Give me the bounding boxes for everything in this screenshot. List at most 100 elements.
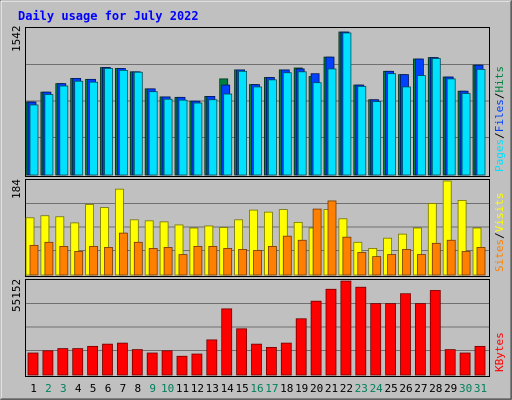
- x-day-label-15: 15: [235, 382, 248, 395]
- bar-kbytes-day-9: [146, 352, 158, 376]
- bar-sites-day-10: [163, 247, 173, 276]
- bar-kbytes-day-23: [355, 286, 367, 376]
- bar-sites-day-12: [193, 245, 203, 276]
- bar-pages-day-12: [193, 102, 203, 176]
- bar-pages-day-1: [29, 104, 39, 176]
- bar-pages-day-17: [267, 79, 277, 176]
- bar-kbytes-day-30: [459, 352, 471, 376]
- bar-kbytes-day-15: [236, 328, 248, 376]
- bar-sites-day-11: [178, 254, 188, 276]
- bar-kbytes-day-25: [385, 303, 397, 376]
- legend-entry: /: [493, 232, 506, 239]
- bar-pages-day-18: [282, 72, 292, 176]
- bar-kbytes-day-8: [131, 349, 143, 376]
- legend-entry: Files: [493, 99, 506, 132]
- bar-sites-day-4: [74, 251, 84, 276]
- bar-kbytes-day-5: [87, 345, 98, 376]
- bar-sites-day-2: [44, 241, 54, 276]
- bar-sites-day-22: [342, 236, 352, 276]
- bar-kbytes-day-31: [474, 345, 486, 376]
- bar-sites-day-13: [208, 245, 218, 276]
- legend-entry: Visits: [493, 193, 506, 233]
- x-day-label-20: 20: [310, 382, 323, 395]
- x-day-label-26: 26: [399, 382, 412, 395]
- bar-kbytes-day-11: [176, 355, 188, 376]
- bar-sites-day-6: [104, 247, 113, 276]
- x-day-label-7: 7: [120, 382, 127, 395]
- bar-kbytes-day-17: [265, 346, 277, 376]
- legend-entry: Pages: [493, 139, 506, 172]
- legend-panel-2: Sites/Visits: [493, 193, 506, 273]
- x-day-label-12: 12: [191, 382, 204, 395]
- bar-kbytes-day-6: [102, 343, 113, 376]
- bar-pages-day-22: [342, 32, 352, 176]
- bar-kbytes-day-21: [325, 288, 337, 376]
- bar-sites-day-7: [119, 232, 128, 276]
- x-day-label-23: 23: [355, 382, 368, 395]
- y-max-label-middle: 184: [10, 179, 23, 199]
- bar-kbytes-day-29: [444, 349, 456, 376]
- bar-pages-day-13: [208, 99, 218, 176]
- bar-pages-day-28: [431, 58, 441, 176]
- bar-kbytes-day-22: [340, 280, 352, 376]
- bar-sites-day-15: [238, 249, 248, 276]
- x-day-label-2: 2: [45, 382, 52, 395]
- bar-kbytes-day-14: [221, 308, 233, 376]
- bar-pages-day-26: [402, 86, 411, 176]
- bar-kbytes-day-12: [191, 353, 203, 376]
- x-day-label-30: 30: [459, 382, 472, 395]
- bar-pages-day-5: [89, 81, 98, 176]
- bar-kbytes-day-3: [57, 348, 69, 376]
- bar-kbytes-day-4: [72, 348, 84, 376]
- x-day-label-25: 25: [384, 382, 397, 395]
- bar-kbytes-day-26: [400, 293, 411, 376]
- bar-pages-day-23: [357, 86, 367, 176]
- bar-sites-day-14: [223, 248, 233, 276]
- legend-panel-1: Pages/Files/Hits: [493, 66, 506, 172]
- bar-kbytes-day-13: [206, 339, 218, 376]
- chart-title: Daily usage for July 2022: [18, 9, 199, 23]
- x-day-label-6: 6: [105, 382, 112, 395]
- bar-kbytes-day-28: [429, 290, 441, 376]
- bar-pages-day-8: [133, 71, 143, 176]
- x-day-label-1: 1: [30, 382, 37, 395]
- y-max-label-bottom: 55152: [10, 279, 23, 312]
- x-day-label-18: 18: [280, 382, 293, 395]
- legend-entry: /: [493, 93, 506, 100]
- bar-pages-day-30: [461, 93, 471, 176]
- bar-sites-day-23: [357, 252, 367, 276]
- bar-sites-day-9: [148, 248, 158, 276]
- x-day-label-4: 4: [75, 382, 82, 395]
- bar-pages-day-16: [253, 86, 262, 176]
- legend-entry: /: [493, 132, 506, 139]
- bar-kbytes-day-18: [280, 342, 292, 376]
- x-day-label-24: 24: [370, 382, 384, 395]
- legend-entry: Hits: [493, 66, 506, 93]
- x-day-label-19: 19: [295, 382, 308, 395]
- bar-sites-day-19: [297, 239, 307, 276]
- bar-sites-day-16: [253, 250, 262, 276]
- bar-pages-day-15: [238, 70, 248, 176]
- bar-pages-day-4: [74, 80, 84, 176]
- bar-pages-day-19: [297, 71, 307, 176]
- bar-pages-day-11: [178, 99, 188, 176]
- bar-kbytes-day-24: [370, 303, 382, 376]
- bar-pages-day-31: [476, 69, 486, 176]
- legend-entry: KBytes: [493, 332, 506, 372]
- bar-sites-day-31: [476, 247, 486, 276]
- bar-sites-day-25: [387, 254, 397, 276]
- x-axis-day-labels: 1 2 3 4 5 6 7 8 9 10 11 12 13 14 15 16 17 18 19 20 21 22 23 24 2…: [30, 382, 487, 395]
- x-day-label-3: 3: [60, 382, 67, 395]
- bar-sites-day-21: [327, 200, 337, 276]
- bar-pages-day-10: [163, 98, 173, 176]
- x-day-label-5: 5: [90, 382, 97, 395]
- bar-sites-day-29: [446, 239, 456, 276]
- x-day-label-9: 9: [149, 382, 156, 395]
- bar-sites-day-20: [312, 208, 322, 276]
- bar-sites-day-28: [431, 242, 441, 276]
- legend-panel-3: KBytes: [493, 332, 506, 372]
- bar-pages-day-27: [416, 75, 426, 176]
